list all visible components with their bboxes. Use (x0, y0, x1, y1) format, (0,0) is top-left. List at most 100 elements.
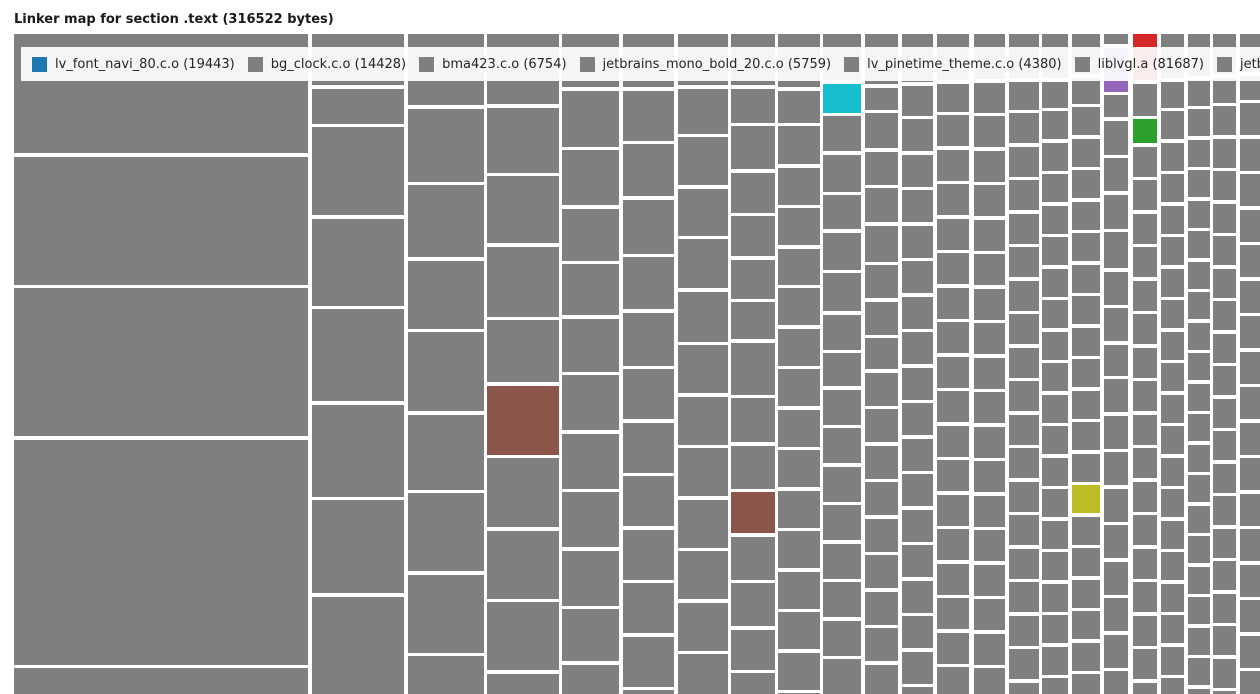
treemap-cell (1104, 34, 1128, 44)
legend-swatch-icon (32, 56, 47, 72)
treemap-cell (1213, 431, 1236, 460)
treemap-cell-green (1133, 119, 1157, 143)
treemap-cell (1213, 268, 1236, 298)
treemap-cell (1042, 363, 1068, 391)
treemap-cell (865, 482, 898, 515)
treemap-cell (778, 208, 820, 245)
treemap-cell (1188, 200, 1210, 228)
treemap-cell (312, 88, 404, 124)
treemap-cell (778, 90, 820, 123)
treemap-cell (1188, 139, 1210, 167)
treemap-cell (1161, 678, 1184, 694)
treemap-cell (1240, 103, 1260, 135)
treemap-cell (1213, 171, 1236, 200)
treemap-cell (865, 664, 898, 694)
treemap-cell (1072, 422, 1100, 450)
treemap-cell (678, 137, 728, 185)
treemap-cell (487, 246, 559, 317)
treemap-cell (974, 633, 1005, 665)
treemap-cell (1213, 106, 1236, 135)
treemap-cell (1072, 138, 1100, 167)
treemap-cell (974, 392, 1005, 423)
treemap-cell (678, 188, 728, 236)
treemap-cell (408, 493, 484, 571)
treemap-cell (823, 389, 861, 425)
treemap-cell (562, 90, 619, 147)
treemap-cell (1188, 627, 1210, 655)
treemap-cell (937, 356, 969, 388)
treemap-cell (902, 403, 933, 435)
treemap-cell (778, 490, 820, 528)
treemap-cell (937, 184, 969, 215)
treemap-cell (487, 176, 559, 243)
treemap-cell (1161, 426, 1184, 454)
treemap-cell (823, 659, 861, 694)
treemap-cell (865, 555, 898, 588)
treemap-cell (1161, 615, 1184, 643)
treemap-cell (937, 287, 969, 319)
treemap-cell (1072, 548, 1100, 576)
treemap-cell (1188, 658, 1210, 685)
treemap-cell (408, 332, 484, 411)
treemap-cell (1240, 422, 1260, 455)
treemap-cell (623, 144, 674, 196)
legend-swatch-icon (419, 56, 435, 72)
chart-title: Linker map for section .text (316522 byt… (14, 12, 334, 27)
treemap-cell (902, 85, 933, 116)
treemap-cell (1161, 331, 1184, 360)
legend-swatch-icon (1074, 56, 1090, 72)
legend-item: bg_clock.c.o (14428) (247, 56, 406, 72)
treemap-cell (312, 596, 404, 694)
treemap-cell (974, 323, 1005, 354)
treemap-cell (778, 652, 820, 690)
treemap-cell (1042, 426, 1068, 454)
treemap-cell (902, 545, 933, 577)
treemap-cell (1104, 634, 1128, 668)
treemap-cell (562, 208, 619, 261)
treemap-cell (974, 254, 1005, 285)
treemap-cell (1188, 566, 1210, 594)
treemap-cell (623, 257, 674, 309)
treemap-cell (1104, 488, 1128, 522)
treemap-cell (1161, 646, 1184, 675)
treemap-cell (312, 404, 404, 497)
treemap-cell (974, 357, 1005, 389)
treemap-cell (1188, 170, 1210, 197)
legend-item: jetbrains_mono_bold_20.c.o (5759) (579, 56, 831, 72)
treemap-cell (1104, 525, 1128, 558)
treemap-cell (1104, 671, 1128, 694)
legend-swatch-icon (247, 56, 263, 72)
treemap-cell (1009, 448, 1039, 478)
treemap-cell (312, 500, 404, 593)
treemap-cell (1240, 493, 1260, 526)
treemap-cell (1104, 561, 1128, 595)
treemap-cell (1213, 366, 1236, 395)
treemap-cell (778, 328, 820, 366)
treemap-cell (865, 338, 898, 369)
treemap-cell (1072, 201, 1100, 230)
treemap-cell (865, 591, 898, 625)
treemap-cell (678, 345, 728, 393)
treemap-cell (1133, 314, 1157, 344)
treemap-cell (678, 88, 728, 134)
treemap-cell (1240, 529, 1260, 561)
treemap-cell (1240, 280, 1260, 313)
treemap-cell (408, 260, 484, 329)
treemap-cell (1161, 489, 1184, 517)
legend-item: jetbrains_mono_76.c.o (3321) (1216, 56, 1260, 72)
treemap-cell (1188, 597, 1210, 624)
treemap-cell (562, 150, 619, 205)
treemap-cell (1133, 280, 1157, 311)
treemap-cell (778, 126, 820, 164)
treemap-cell (1188, 109, 1210, 136)
treemap-cell (1240, 174, 1260, 206)
treemap-cell (1213, 236, 1236, 265)
treemap-cell (731, 342, 775, 395)
treemap-cell (937, 598, 969, 629)
treemap-cell (1188, 231, 1210, 258)
treemap-cell (1240, 458, 1260, 490)
treemap-cell (974, 185, 1005, 216)
treemap-cell (1104, 95, 1128, 117)
treemap-cell (1042, 552, 1068, 580)
treemap-cell (623, 529, 674, 580)
